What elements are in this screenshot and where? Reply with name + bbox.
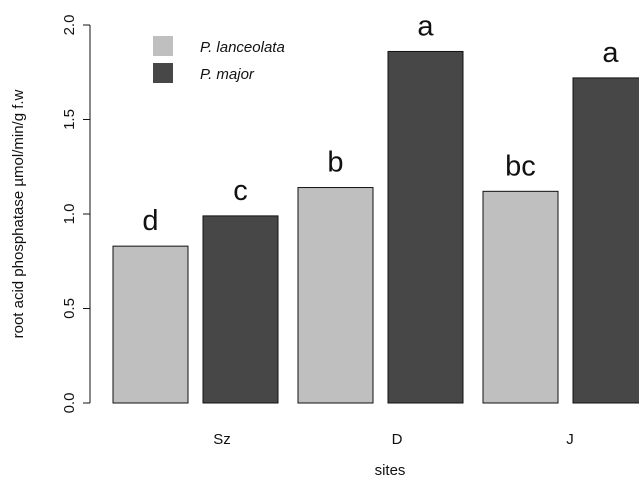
bar-D-0 <box>297 187 374 404</box>
y-axis-title: root acid phosphatase µmol/min/g f.w <box>10 89 27 338</box>
x-axis-title: sites <box>375 462 406 479</box>
y-tick-label: 1.5 <box>61 109 78 130</box>
y-tick-label: 2.0 <box>61 15 78 36</box>
bar-Sz-0 <box>112 245 189 404</box>
legend: P. lanceolata P. major <box>153 36 285 83</box>
legend-swatch <box>153 36 173 56</box>
significance-label: d <box>142 205 158 237</box>
y-tick-label: 0.5 <box>61 298 78 319</box>
significance-label: bc <box>505 150 536 182</box>
significance-label: c <box>233 175 248 207</box>
legend-swatch <box>153 63 173 83</box>
y-axis: 0.0 0.5 1.0 1.5 2.0 <box>61 15 91 414</box>
bars: d c b a bc a <box>112 10 639 404</box>
y-tick-label: 0.0 <box>61 393 78 414</box>
bar-Sz-1 <box>202 215 279 404</box>
x-tick-label: D <box>392 431 403 448</box>
significance-label: a <box>417 10 434 42</box>
bar-J-0 <box>482 190 559 404</box>
legend-label: P. lanceolata <box>200 39 285 56</box>
x-tick-label: Sz <box>213 431 231 448</box>
significance-label: a <box>602 37 619 69</box>
bar-J-1 <box>572 77 639 404</box>
legend-label: P. major <box>200 66 255 83</box>
significance-label: b <box>327 147 343 179</box>
y-tick-label: 1.0 <box>61 204 78 225</box>
x-tick-label: J <box>566 431 574 448</box>
bar-D-1 <box>387 50 464 404</box>
x-tick-labels: Sz D J <box>213 431 574 448</box>
